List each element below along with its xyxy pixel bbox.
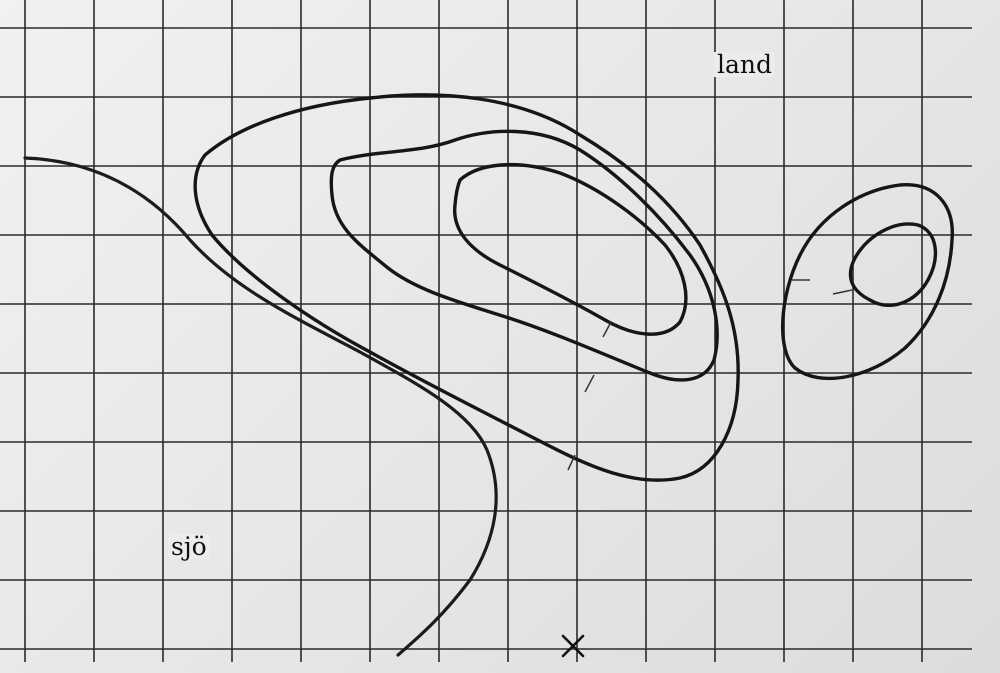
sea-label: sjö: [168, 534, 210, 559]
outer-hill-contour: [193, 93, 740, 482]
small-hill-inner-contour: [848, 222, 938, 307]
cross-marker: [561, 634, 585, 658]
slope-ticks: [567, 279, 853, 471]
middle-hill-contour: [329, 129, 719, 382]
shoreline: [23, 156, 498, 657]
inner-hill-contour: [453, 162, 688, 336]
small-hill-outer-contour: [781, 183, 954, 381]
land-label: land: [714, 52, 776, 77]
